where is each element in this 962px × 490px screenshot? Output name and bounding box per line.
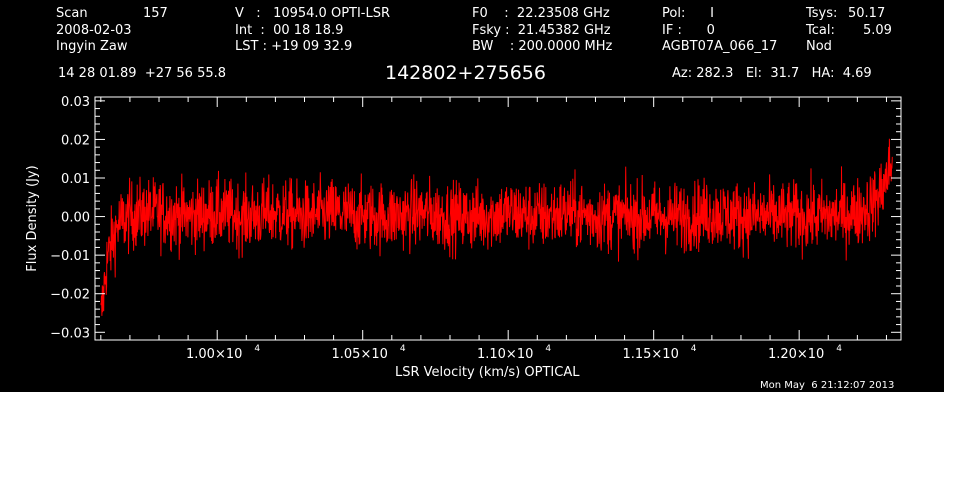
tsys-value: 50.17 — [848, 6, 886, 21]
lst: LST : +19 09 32.9 — [235, 39, 353, 54]
y-axis-title: Flux Density (Jy) — [25, 165, 40, 271]
spectrum-chart: −0.03 −0.02 −0.01 0.00 0.01 0.02 0.03 1.00×10 4 1… — [25, 95, 902, 362]
y-tick-label: 0.01 — [61, 172, 90, 187]
observer: Ingyin Zaw — [56, 39, 128, 54]
source-name: 142802+275656 — [385, 62, 546, 84]
x-tick-exponent: 4 — [836, 344, 842, 354]
obs-date: 2008-02-03 — [56, 23, 132, 38]
scan-label: Scan — [56, 6, 88, 21]
fsky-readout: Fsky : 21.45382 GHz — [472, 23, 611, 38]
y-tick-label: −0.02 — [50, 288, 90, 303]
x-tick-exponent: 4 — [400, 344, 406, 354]
az-el-ha: Az: 282.3 El: 31.7 HA: 4.69 — [672, 66, 872, 81]
scan-number: 157 — [143, 6, 168, 21]
x-tick-exponent: 4 — [254, 344, 260, 354]
spectrum-trace — [100, 138, 893, 316]
x-tick-exponent: 4 — [545, 344, 551, 354]
bw-readout: BW : 200.0000 MHz — [472, 39, 613, 54]
y-tick-label: −0.01 — [50, 249, 90, 264]
project-id: AGBT07A_066_17 — [662, 39, 778, 54]
y-tick-label: 0.02 — [61, 133, 90, 148]
x-tick-label: 1.20×10 — [768, 347, 824, 362]
x-axis-title: LSR Velocity (km/s) OPTICAL — [395, 365, 580, 380]
y-tick-label: −0.03 — [50, 326, 90, 341]
source-coords: 14 28 01.89 +27 56 55.8 — [58, 66, 227, 81]
int-time: Int : 00 18 18.9 — [235, 23, 344, 38]
tcal-label: Tcal: — [806, 23, 835, 38]
tcal-value: 5.09 — [863, 23, 892, 38]
x-tick-exponent: 4 — [691, 344, 697, 354]
y-tick-label: 0.03 — [61, 95, 90, 110]
x-tick-label: 1.15×10 — [622, 347, 678, 362]
timestamp: Mon May 6 21:12:07 2013 — [760, 380, 895, 391]
x-tick-label: 1.00×10 — [186, 347, 242, 362]
plot-frame — [94, 96, 902, 341]
f0-readout: F0 : 22.23508 GHz — [472, 6, 610, 21]
x-tick-label: 1.05×10 — [332, 347, 388, 362]
obs-mode: Nod — [806, 39, 832, 54]
pol-readout: Pol: I — [662, 6, 714, 21]
if-readout: IF : 0 — [662, 23, 715, 38]
y-tick-label: 0.00 — [61, 211, 90, 226]
tsys-label: Tsys: — [806, 6, 838, 21]
x-tick-label: 1.10×10 — [477, 347, 533, 362]
velocity-readout: V : 10954.0 OPTI-LSR — [235, 6, 391, 21]
